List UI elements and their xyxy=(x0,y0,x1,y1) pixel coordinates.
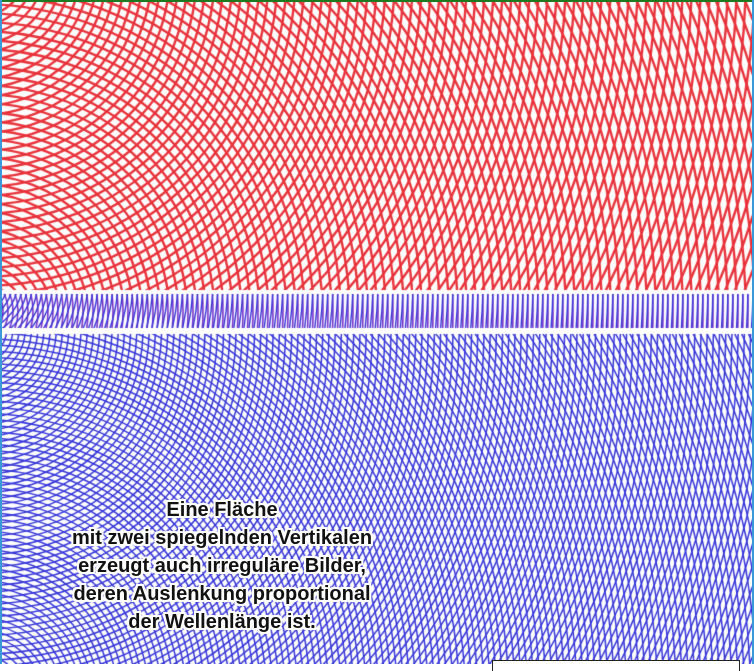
caption-line-2: mit zwei spiegelnden Vertikalen xyxy=(71,527,373,549)
caption-line-1: Eine Fläche xyxy=(166,499,278,521)
caption-line-4: deren Auslenkung proportional xyxy=(73,583,371,605)
right-border xyxy=(752,0,754,664)
caption-text: Eine Fläche mit zwei spiegelnden Vertika… xyxy=(22,496,422,636)
caption-line-3: erzeugt auch irreguläre Bilder, xyxy=(78,555,366,577)
caption-line-5: der Wellenlänge ist. xyxy=(128,611,316,633)
left-border xyxy=(0,0,2,664)
corner-panel xyxy=(492,660,740,671)
top-border xyxy=(0,0,754,2)
